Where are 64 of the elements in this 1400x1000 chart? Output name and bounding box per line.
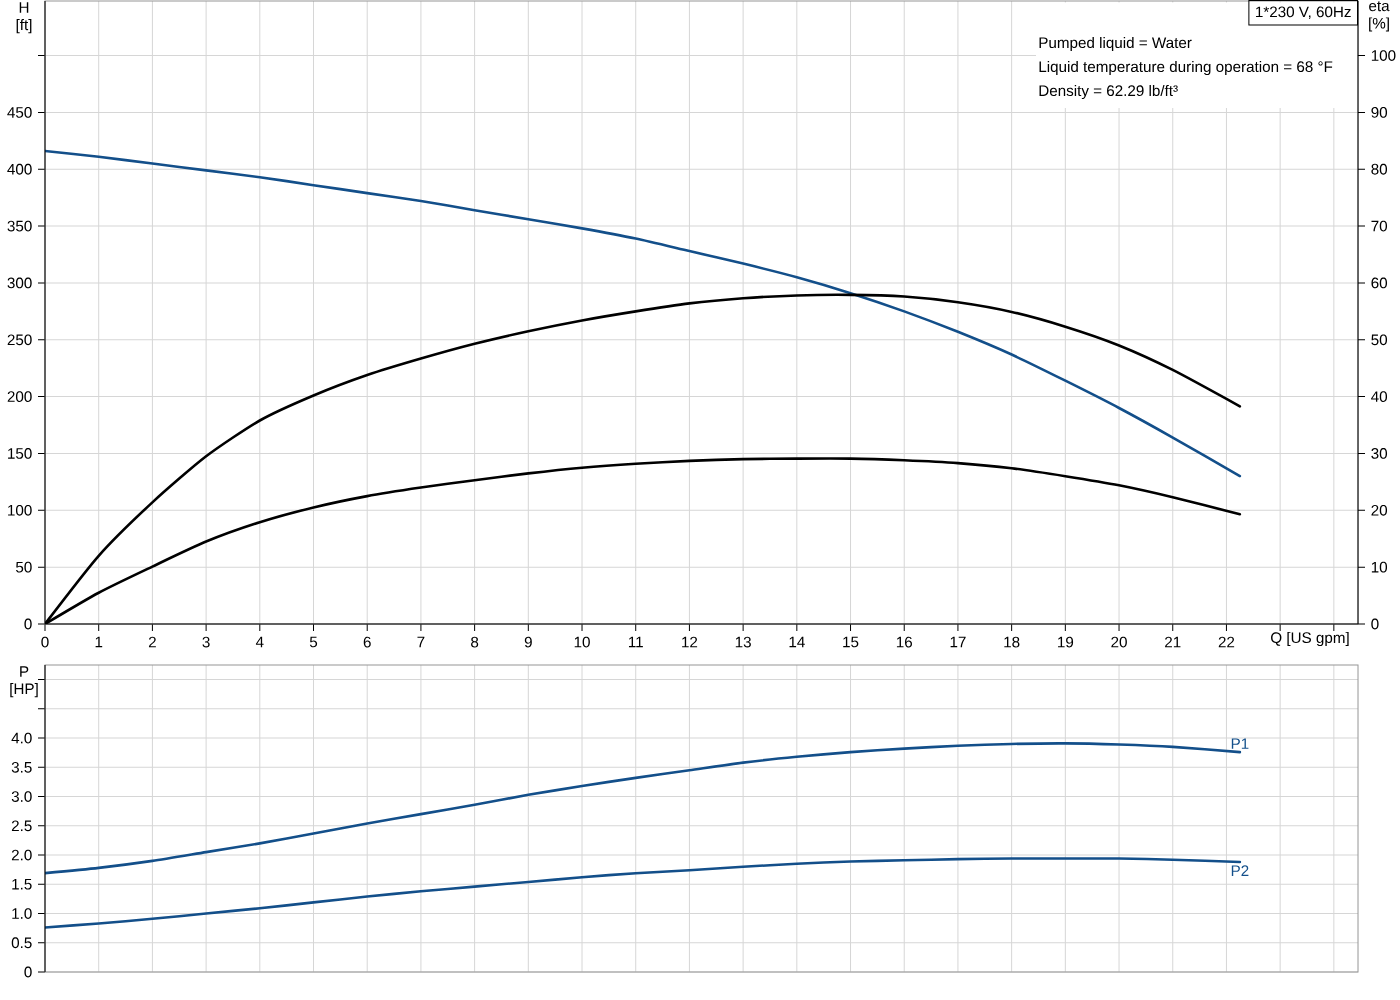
y-tick-label: 450 — [7, 107, 32, 118]
y2-tick-label: 30 — [1371, 448, 1388, 459]
y-tick-label: 200 — [7, 391, 32, 402]
x-tick-label: 20 — [1111, 636, 1127, 648]
x-tick-label: 8 — [471, 636, 479, 648]
x-tick-label: 22 — [1218, 636, 1235, 648]
y2-axis-title: eta [%] — [1369, 1, 1390, 32]
y-tick-label: 1.0 — [12, 908, 32, 919]
x-tick-label: 10 — [574, 636, 590, 648]
x-axis-title: Q [US gpm] — [1271, 631, 1349, 647]
y-axis-title: H [ft] — [16, 2, 32, 34]
x-tick-label: 7 — [417, 636, 425, 648]
x-tick-label: 21 — [1165, 636, 1181, 648]
y-tick-label: 3.5 — [11, 761, 32, 773]
y2-tick-label: 40 — [1371, 391, 1388, 402]
y2-tick-label: 20 — [1371, 504, 1388, 516]
x-tick-label: 15 — [843, 636, 859, 648]
y-tick-label: 0 — [24, 618, 32, 630]
y2-tick-label: 10 — [1371, 561, 1388, 573]
y-tick-label: 300 — [7, 277, 32, 289]
y-tick-label: 250 — [7, 334, 32, 346]
annotation: Pumped liquid = Water — [1039, 36, 1192, 52]
x-tick-label: 19 — [1058, 636, 1074, 648]
x-tick-label: 17 — [950, 636, 966, 648]
y-tick-label: 4.0 — [11, 732, 32, 744]
annotation: Density = 62.29 lb/ft³ — [1039, 84, 1178, 100]
series-label: P1 — [1231, 738, 1249, 749]
x-tick-label: 6 — [363, 636, 371, 648]
x-tick-label: 4 — [255, 636, 264, 648]
x-tick-label: 2 — [148, 636, 156, 648]
y2-tick-label: 90 — [1371, 107, 1388, 118]
line-series — [45, 149, 1242, 478]
x-tick-label: 1 — [95, 636, 103, 648]
x-tick-label: 18 — [1004, 636, 1020, 648]
x-tick-label: 9 — [524, 636, 532, 648]
x-tick-label: 13 — [735, 636, 751, 648]
y2-tick-label: 0 — [1371, 618, 1379, 630]
y-tick-label: 50 — [15, 561, 32, 573]
y-tick-label: 100 — [8, 504, 32, 516]
y-tick-label: 0 — [24, 966, 32, 978]
y-tick-label: 400 — [7, 163, 32, 175]
series-label: P2 — [1231, 865, 1249, 876]
y2-tick-label: 60 — [1371, 277, 1388, 289]
x-tick-label: 3 — [202, 636, 210, 648]
annotation: Liquid temperature during operation = 68 °F — [1039, 60, 1333, 76]
y-tick-label: 2.5 — [11, 820, 32, 832]
y2-tick-label: 70 — [1371, 220, 1388, 232]
y-tick-label: 1.5 — [12, 878, 32, 890]
y-tick-label: 0.5 — [11, 937, 32, 949]
y-axis-title: P [HP] — [10, 666, 38, 698]
x-tick-label: 16 — [896, 636, 913, 648]
y-tick-label: 350 — [7, 220, 32, 232]
x-tick-label: 12 — [682, 636, 698, 648]
y2-tick-label: 50 — [1371, 334, 1388, 346]
x-tick-label: 0 — [41, 636, 49, 648]
chart-title: 1*230 V, 60Hz — [1256, 6, 1351, 20]
y2-tick-label: 80 — [1371, 163, 1388, 175]
y-tick-label: 150 — [8, 448, 32, 459]
x-tick-label: 14 — [789, 636, 805, 648]
y-tick-label: 3.0 — [11, 791, 32, 802]
y2-tick-label: 100 — [1371, 50, 1396, 61]
x-tick-label: 11 — [628, 636, 643, 648]
x-tick-label: 5 — [309, 636, 318, 648]
y-tick-label: 2.0 — [11, 849, 32, 861]
